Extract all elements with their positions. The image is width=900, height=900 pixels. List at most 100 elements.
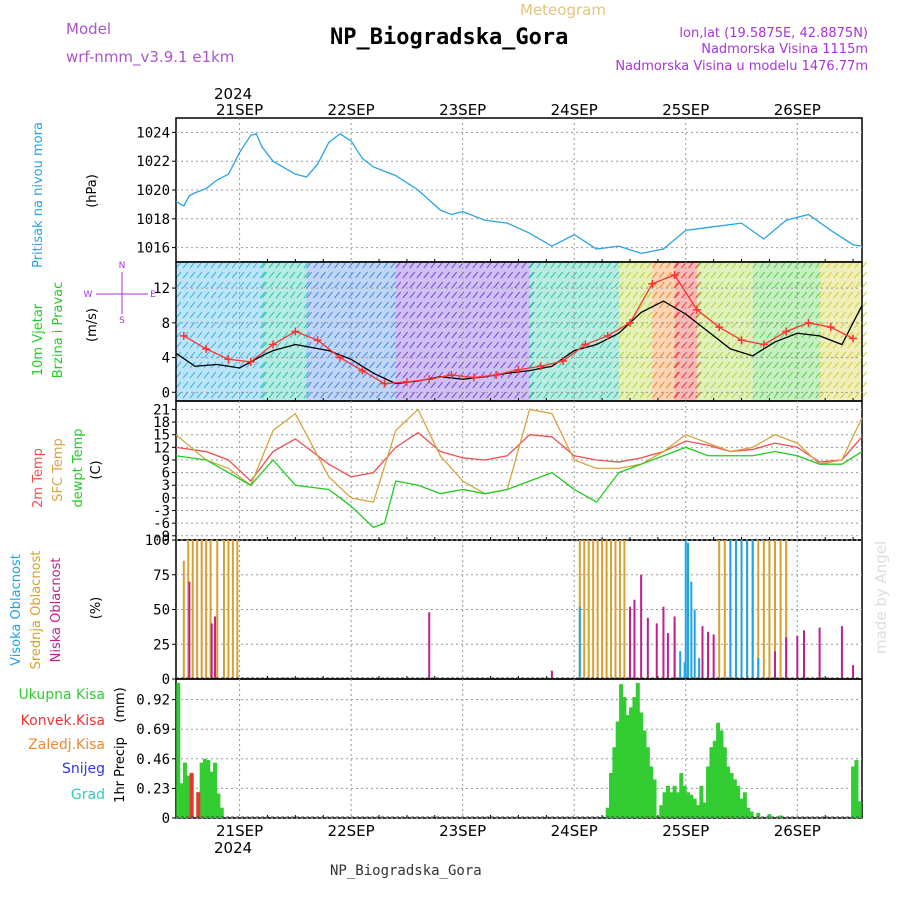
wind-vector-arrow [815,311,822,319]
wind-vector-arrow [334,271,340,279]
wind-vector-arrow [486,321,493,329]
wind-vector-arrow [383,261,389,269]
day-label: 23SEP [439,822,486,840]
wind-vector-arrow [847,371,853,379]
wind-vector-arrow [854,301,860,309]
bar [802,630,805,679]
wind-vector-arrow [514,381,521,389]
wind-vector-arrow [313,281,319,289]
svg-text:(hPa): (hPa) [85,174,100,208]
wind-vector-arrow [231,311,238,319]
wind-vector-arrow [259,281,266,289]
wind-vector-arrow [674,371,680,379]
wind-vector-arrow [306,281,312,289]
wind-vector-arrow [819,361,825,369]
wind-vector-arrow [674,361,680,369]
time-axis-top: 21SEP 22SEP 23SEP 24SEP 25SEP 26SEP [216,101,821,119]
wind-vector-arrow [592,301,598,309]
wind-vector-arrow [341,371,347,379]
wind-vector-arrow [341,381,347,389]
wind-vector-arrow [334,301,340,309]
wind-vector-arrow [348,361,354,369]
gust-marker [692,305,701,314]
wind-vector-arrow [773,381,780,389]
bar [773,651,776,679]
gust-marker [603,331,612,340]
wind-vector-arrow [355,281,361,289]
wind-vector-arrow [189,391,196,399]
wind-vector-arrow [341,341,347,349]
wind-vector-arrow [773,351,780,359]
wind-vector-arrow [261,301,268,309]
wind-vector-arrow [245,271,252,279]
bar [736,785,741,818]
wind-vector-arrow [437,281,444,289]
bar [785,637,788,679]
wind-vector-arrow [550,291,556,299]
wind-vector-arrow [833,311,839,319]
wind-vector-arrow [606,371,612,379]
wind-vector-arrow [444,281,451,289]
wind-vector-arrow [536,331,542,339]
wind-vector-arrow [780,371,787,379]
wind-vector-arrow [787,391,794,399]
wind-vector-arrow [369,261,375,269]
wind-vector-arrow [210,271,217,279]
wind-vector-arrow [196,331,203,339]
bar [645,747,650,818]
wind-vector-arrow [500,381,507,389]
wind-vector-arrow [416,391,423,399]
wind-vector-arrow [752,331,759,339]
wind-vector-arrow [231,351,238,359]
wind-vector-arrow [578,261,584,269]
bar [707,631,710,679]
wind-vector-arrow [245,311,252,319]
wind-vector-arrow [355,381,361,389]
wind-vector-arrow [766,381,773,389]
wind-vector-arrow [224,271,231,279]
wind-vector-arrow [521,341,528,349]
wind-color-band [618,262,653,401]
wind-vector-arrow [794,321,801,329]
wind-vector-arrow [724,381,731,389]
bar [757,540,760,679]
wind-vector-arrow [486,331,493,339]
gust-marker [715,323,724,332]
wind-vector-arrow [306,331,312,339]
wind-vector-arrow [651,281,658,289]
wind-vector-arrow [695,361,701,369]
wind-vector-arrow [282,361,289,369]
bar [219,807,224,818]
wind-vector-arrow [731,291,738,299]
wind-vector-arrow [854,291,860,299]
wind-vector-arrow [306,261,312,269]
wind-vector-arrow [500,321,507,329]
wind-vector-arrow [773,361,780,369]
gust-marker [625,318,634,327]
wind-vector-arrow [808,281,815,289]
wind-vector-arrow [259,341,266,349]
wind-vector-arrow [362,331,368,339]
wind-vector-arrow [479,391,486,399]
wind-vector-arrow [416,281,423,289]
wind-vector-arrow [289,361,296,369]
wind-vector-arrow [486,311,493,319]
bar [818,627,821,679]
wind-vector-arrow [840,301,846,309]
wind-vector-field [175,261,867,401]
svg-text:SFC Temp: SFC Temp [51,438,66,502]
bar [625,715,630,818]
wind-vector-arrow [296,281,303,289]
wind-vector-arrow [282,331,289,339]
wind-vector-arrow [819,261,825,269]
wind-vector-arrow [651,261,658,269]
wind-vector-arrow [306,351,312,359]
wind-vector-arrow [303,361,310,369]
wind-vector-arrow [416,261,423,269]
wind-vector-arrow [261,331,268,339]
wind-vector-arrow [409,351,416,359]
wind-vector-arrow [182,291,189,299]
wind-vector-arrow [672,351,679,359]
wind-vector-arrow [416,271,423,279]
wind-vector-arrow [521,301,528,309]
